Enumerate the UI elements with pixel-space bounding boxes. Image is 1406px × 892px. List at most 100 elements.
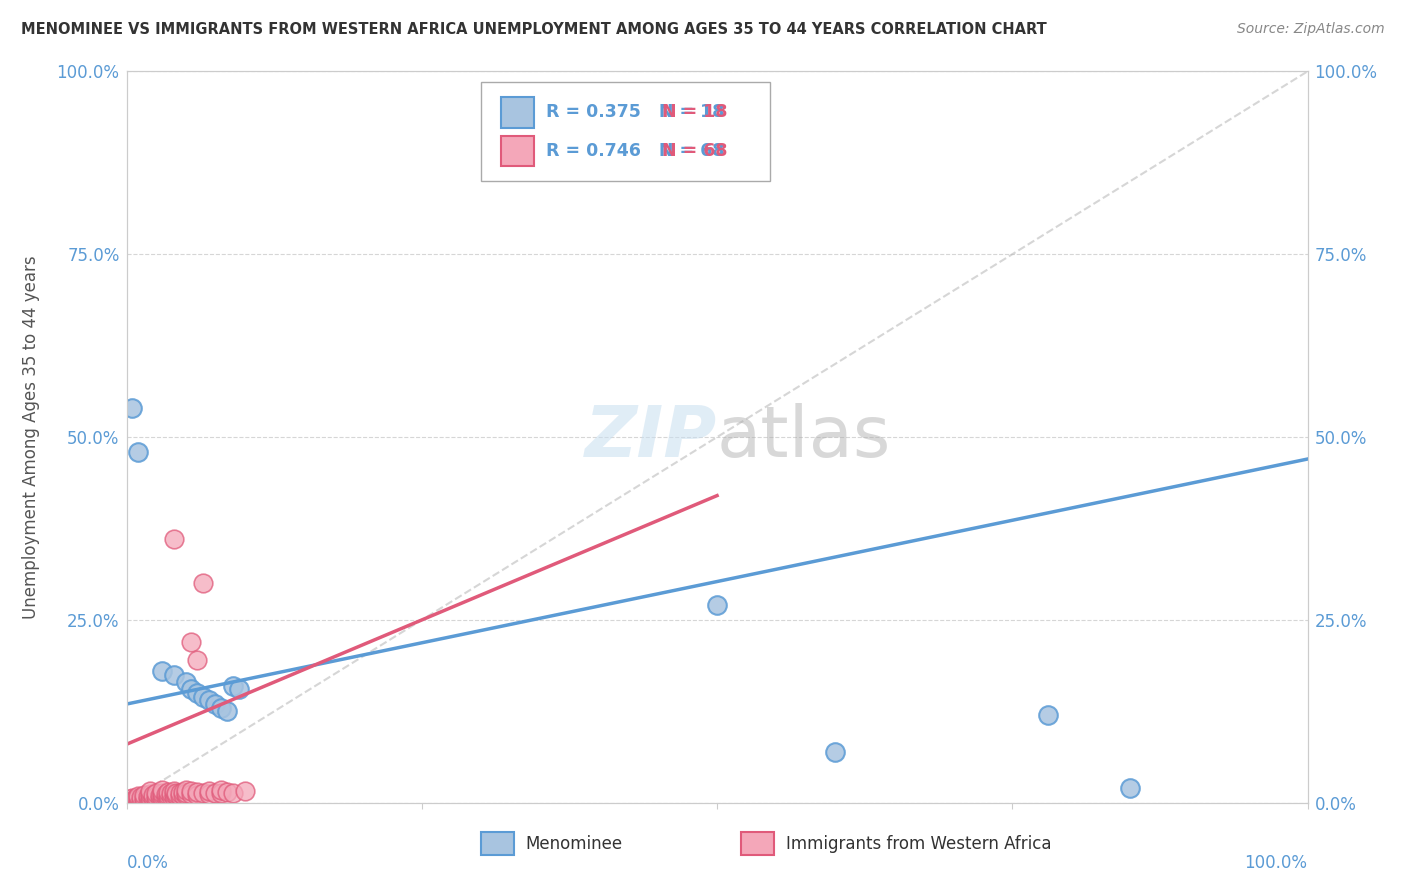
Point: [121, 794, 143, 808]
Point: [127, 794, 149, 808]
Point: [149, 790, 172, 805]
Point: [204, 697, 226, 711]
Point: [174, 675, 197, 690]
Text: R = 0.746   N = 68: R = 0.746 N = 68: [546, 142, 724, 160]
Point: [139, 793, 162, 807]
Point: [150, 791, 173, 805]
Point: [120, 796, 142, 810]
Point: [228, 682, 250, 697]
Text: Source: ZipAtlas.com: Source: ZipAtlas.com: [1237, 22, 1385, 37]
Point: [198, 693, 221, 707]
Point: [115, 796, 138, 810]
Text: 100.0%: 100.0%: [1244, 854, 1308, 872]
Point: [127, 789, 149, 804]
Point: [141, 789, 163, 803]
Point: [150, 782, 173, 797]
Point: [121, 401, 143, 415]
Point: [1036, 708, 1059, 723]
Point: [139, 787, 162, 801]
Point: [120, 792, 142, 806]
Point: [141, 791, 163, 805]
Point: [127, 444, 149, 458]
Point: [198, 784, 221, 798]
Point: [186, 785, 208, 799]
Point: [186, 686, 208, 700]
Point: [155, 787, 177, 801]
Point: [155, 789, 177, 804]
FancyBboxPatch shape: [481, 82, 770, 181]
Point: [824, 745, 846, 759]
Text: MENOMINEE VS IMMIGRANTS FROM WESTERN AFRICA UNEMPLOYMENT AMONG AGES 35 TO 44 YEA: MENOMINEE VS IMMIGRANTS FROM WESTERN AFR…: [21, 22, 1047, 37]
Text: atlas: atlas: [717, 402, 891, 472]
Point: [163, 667, 186, 681]
Point: [124, 792, 146, 806]
Point: [180, 635, 202, 649]
Point: [149, 788, 172, 802]
Point: [150, 664, 173, 678]
FancyBboxPatch shape: [741, 832, 773, 855]
Point: [125, 790, 148, 805]
Text: 0.0%: 0.0%: [127, 854, 169, 872]
Point: [150, 789, 173, 803]
Point: [169, 786, 191, 800]
FancyBboxPatch shape: [481, 832, 515, 855]
Point: [706, 599, 728, 613]
Point: [209, 700, 232, 714]
Y-axis label: Unemployment Among Ages 35 to 44 years: Unemployment Among Ages 35 to 44 years: [22, 255, 39, 619]
Point: [139, 789, 162, 804]
Point: [129, 789, 152, 804]
Point: [134, 794, 156, 808]
Point: [174, 782, 197, 797]
Point: [160, 786, 183, 800]
Point: [222, 679, 245, 693]
Point: [125, 794, 148, 808]
Point: [172, 785, 194, 799]
Point: [193, 786, 215, 800]
Point: [204, 786, 226, 800]
Point: [198, 787, 221, 801]
Point: [165, 789, 187, 803]
Point: [118, 794, 141, 808]
Point: [136, 792, 159, 806]
Text: Menominee: Menominee: [526, 835, 623, 853]
Point: [156, 785, 179, 799]
Point: [160, 789, 183, 804]
Point: [169, 789, 191, 804]
Point: [186, 788, 208, 802]
Text: N = 18: N = 18: [662, 103, 727, 121]
Point: [186, 653, 208, 667]
Text: N = 68: N = 68: [662, 142, 727, 160]
Point: [180, 787, 202, 801]
Point: [145, 786, 167, 800]
Text: ZIP: ZIP: [585, 402, 717, 472]
Point: [163, 787, 186, 801]
Text: Immigrants from Western Africa: Immigrants from Western Africa: [786, 835, 1052, 853]
Point: [172, 788, 194, 802]
Point: [1119, 781, 1142, 796]
Point: [134, 790, 156, 805]
Point: [129, 793, 152, 807]
Point: [209, 783, 232, 797]
Point: [150, 786, 173, 800]
Point: [174, 789, 197, 803]
Point: [215, 785, 238, 799]
Point: [209, 786, 232, 800]
Point: [233, 784, 256, 798]
Point: [222, 786, 245, 800]
Point: [145, 789, 167, 804]
Text: R = 0.375   N = 18: R = 0.375 N = 18: [546, 103, 724, 121]
Point: [163, 789, 186, 804]
Point: [165, 786, 187, 800]
Point: [136, 789, 159, 804]
Point: [193, 690, 215, 704]
Point: [163, 784, 186, 798]
Point: [193, 576, 215, 591]
Point: [180, 784, 202, 798]
FancyBboxPatch shape: [501, 136, 534, 167]
Point: [180, 682, 202, 697]
Point: [139, 784, 162, 798]
Point: [127, 791, 149, 805]
Point: [134, 788, 156, 802]
FancyBboxPatch shape: [501, 97, 534, 128]
Point: [156, 790, 179, 805]
